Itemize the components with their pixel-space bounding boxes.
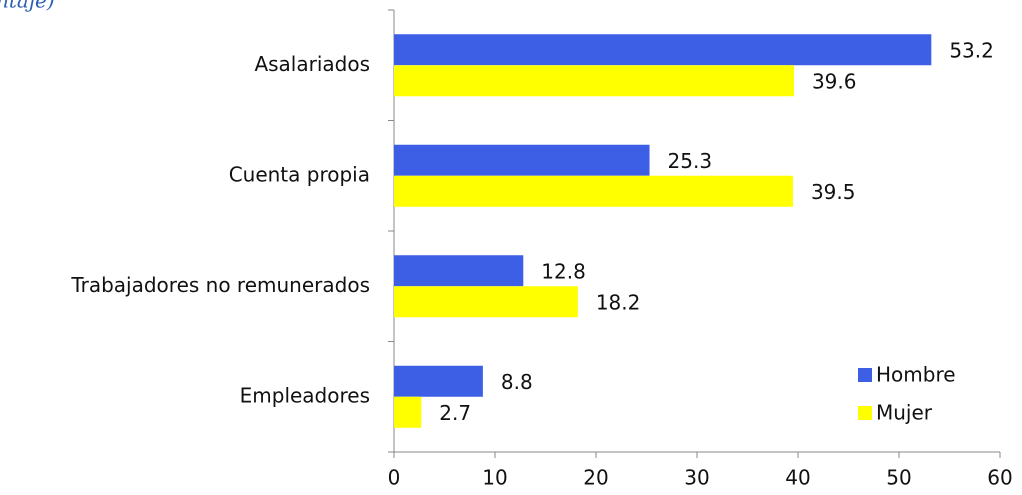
legend-label: Mujer <box>876 401 933 425</box>
bar <box>394 175 793 207</box>
bar <box>394 365 483 397</box>
y-tick-label: Cuenta propia <box>229 162 370 186</box>
x-tick-label: 20 <box>583 466 608 490</box>
value-label: 25.3 <box>668 149 713 173</box>
bar <box>394 144 650 176</box>
value-label: 39.5 <box>811 180 856 204</box>
legend-swatch <box>858 406 872 420</box>
x-tick-label: 40 <box>785 466 810 490</box>
x-tick-label: 50 <box>886 466 911 490</box>
bar <box>394 255 524 287</box>
value-label: 39.6 <box>812 69 857 93</box>
value-label: 18.2 <box>596 290 641 314</box>
chart-title: ntaje) <box>0 0 55 13</box>
value-label: 2.7 <box>439 401 471 425</box>
y-tick-label: Empleadores <box>240 383 370 407</box>
x-tick-label: 30 <box>684 466 709 490</box>
bar <box>394 396 422 428</box>
legend-swatch <box>858 368 872 382</box>
value-label: 8.8 <box>501 370 533 394</box>
value-label: 53.2 <box>949 38 994 62</box>
legend-label: Hombre <box>876 363 956 387</box>
x-tick-label: 60 <box>987 466 1012 490</box>
x-tick-label: 10 <box>482 466 507 490</box>
bar <box>394 34 932 66</box>
y-tick-label: Asalariados <box>254 52 370 76</box>
value-label: 12.8 <box>541 259 586 283</box>
x-tick-label: 0 <box>388 466 401 490</box>
bar <box>394 65 794 97</box>
bar <box>394 286 578 318</box>
y-tick-label: Trabajadores no remunerados <box>70 273 370 297</box>
